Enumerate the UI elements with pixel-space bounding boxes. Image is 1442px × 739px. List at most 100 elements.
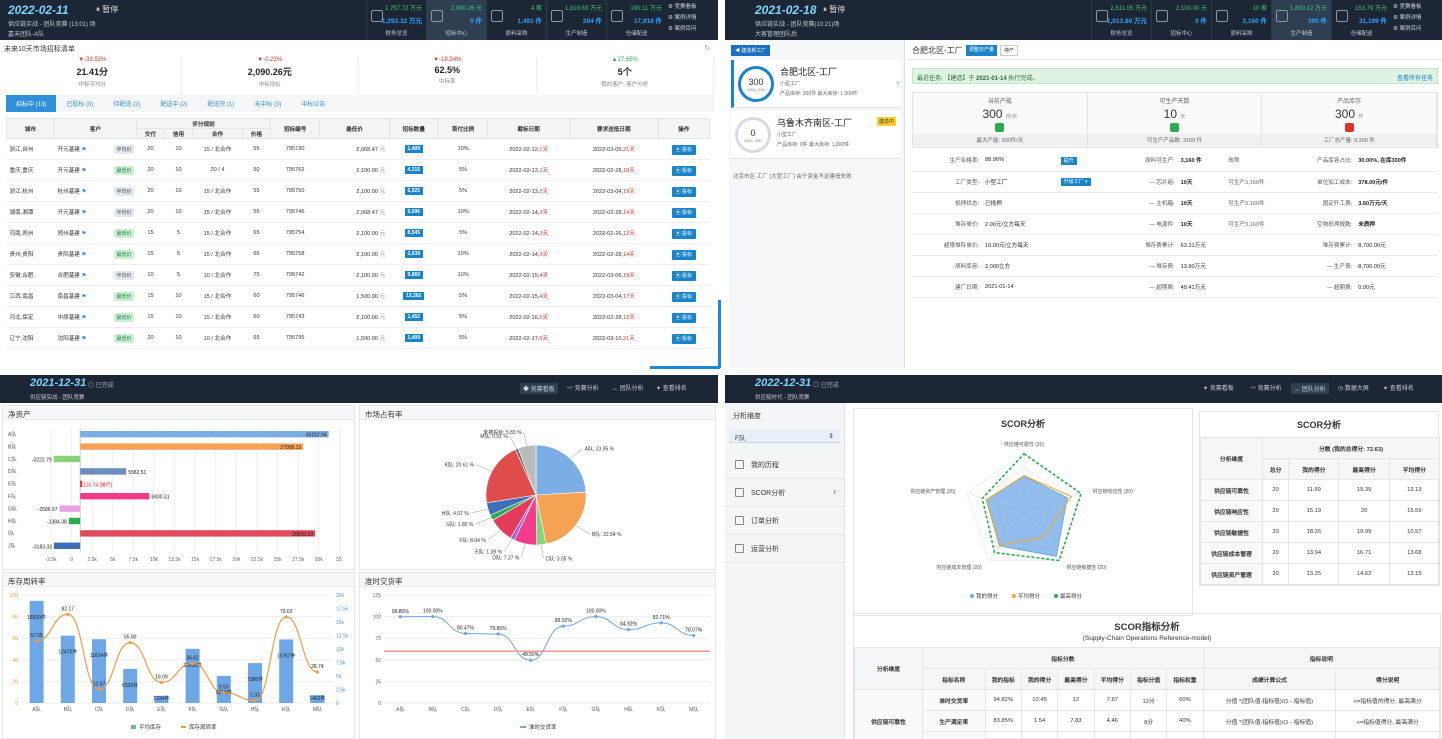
tick-label: 0: [70, 557, 73, 563]
menu-item[interactable]: ⚙ 竞赛看板: [668, 4, 697, 10]
tab-2[interactable]: 待配送 (2): [113, 102, 141, 108]
data-label: -3222.79: [32, 458, 52, 464]
all-tasks-link[interactable]: 查看所有任务: [1396, 76, 1433, 82]
grid-action-button[interactable]: 升级工厂 ▾: [1060, 178, 1091, 186]
line-point: [315, 670, 319, 674]
tab-6[interactable]: 中标公告: [301, 102, 326, 108]
menu-item[interactable]: ⚙ 案例详情: [668, 15, 697, 21]
bid-button[interactable]: ▣ 投标: [671, 228, 696, 239]
kpi-icon: [491, 10, 503, 22]
line-point: [253, 698, 257, 703]
sidebar-item-scor[interactable]: SCOR分析 ›: [725, 479, 844, 507]
tab-1[interactable]: 已投标 (0): [66, 102, 94, 108]
kpi-tile[interactable]: 2,511.05 万元 1,013.80 万元 财务总览: [1091, 0, 1151, 40]
factory-card[interactable]: 300 MAX: 300 合肥北区-工厂 小型工厂 产品库存: 300件 最大库存…: [731, 60, 901, 108]
game-date: 2022-02-11: [8, 3, 69, 17]
pause-button[interactable]: ⏸ 暂停: [96, 5, 119, 14]
bid-button[interactable]: ▣ 投标: [671, 291, 696, 302]
kpi-tile[interactable]: 1,819.63 万元 284 件 生产制造: [546, 0, 606, 40]
nav-dashboard[interactable]: ✦ 竞赛看板: [1203, 386, 1234, 392]
menu-item[interactable]: ⚙ 案例百问: [1393, 26, 1422, 32]
build-factory-button[interactable]: ◀ 建造新工厂: [731, 45, 771, 56]
col-header: 截标日期: [487, 118, 571, 139]
factory-name: 乌鲁木齐南区-工厂: [777, 118, 852, 128]
axis-label: 供应链可靠性 (20): [1004, 441, 1045, 448]
status-badge: 建造中: [877, 117, 897, 126]
tab-5[interactable]: 未中标 (3): [254, 102, 282, 108]
pause-button[interactable]: ⏸ 暂停: [823, 5, 846, 14]
sidebar-item-orders[interactable]: 订单分析: [725, 507, 844, 535]
bid-button[interactable]: ▣ 投标: [671, 207, 696, 218]
table-row: 供应链资产管理 20 13.25 14.62 13.15: [1200, 563, 1441, 585]
nav-team[interactable]: ↔ 团队分析: [1291, 383, 1329, 394]
stat-item: ▲17.65% 5个 我的客户, 客户分析: [537, 57, 714, 93]
bid-button[interactable]: ▣ 投标: [671, 165, 696, 176]
nav-dashboard[interactable]: ◆ 竞赛看板: [520, 383, 558, 394]
bid-button[interactable]: ▣ 投标: [671, 270, 696, 281]
info-row: 原料库容: 2,000立方 — 堆存费: 13.90万元 — 生产费: 8,700.00元: [912, 255, 1438, 277]
nav-ranking[interactable]: ✦ 查看排名: [1383, 386, 1414, 392]
top-bar: 2022-12-31 ◎ 已完成 供应链时代 - 团队竞赛 ✦ 竞赛看板 〰 竞…: [725, 375, 1442, 403]
stat-item: ▼-0.23% 2,090.26元 中标均价: [182, 57, 359, 93]
menu-item[interactable]: ⚙ 案例百问: [668, 26, 697, 32]
kpi-tile[interactable]: 4 家 1,491 件 原料采购: [486, 0, 546, 40]
radar-panel: SCOR分析 供应链可靠性 (20) 供应链响应性 (20) 供应链敏捷性 (20)…: [853, 408, 1193, 616]
nav-analysis[interactable]: 〰 竞赛分析: [567, 386, 599, 392]
stat-item: ▼-33.52% 21.41分 中标平均分: [4, 57, 182, 93]
refresh-icon[interactable]: ↻: [704, 45, 710, 52]
summary-cards: 当前产能 300 件/天 最大产能: 300件/天 可生产天数 10 天 可生产…: [912, 92, 1438, 148]
nav-team[interactable]: ↔ 团队分析: [612, 386, 644, 392]
nav-analysis[interactable]: 〰 竞赛分析: [1250, 386, 1282, 392]
grid-action-button[interactable]: 提升: [1060, 156, 1077, 165]
right-tick: 15k: [336, 620, 345, 626]
factory-card[interactable]: 0 MAX: 300 乌鲁木齐南区-工厂 建造中 小型工厂 产品库存: 0件 最大…: [731, 111, 901, 159]
axis-label: 供应链成本管理 (20): [936, 564, 982, 571]
table-row: 生产满足率 83.85% 1.54 7.83 4.46 8分 40% 分值 *(团队值-指标值…: [855, 710, 1440, 732]
category-label: B队: [429, 706, 437, 713]
bid-button[interactable]: ▣ 投标: [671, 249, 696, 260]
nav-ranking[interactable]: ✦ 查看排名: [656, 386, 687, 392]
kpi-icon: [1216, 10, 1228, 22]
bar: [80, 431, 329, 438]
bar: [185, 648, 200, 703]
sidebar-item-operations[interactable]: 运营分析: [725, 535, 844, 563]
col-subheader: 价格: [242, 128, 271, 139]
kpi-tile[interactable]: 2,090.26 元 0 件 招标中心: [426, 0, 486, 40]
status-label: ◎ 已完成: [88, 383, 114, 389]
data-label: -1384.38: [47, 520, 67, 526]
bid-button[interactable]: ▣ 投标: [671, 333, 696, 344]
y-tick: 75: [375, 636, 381, 642]
kpi-tile[interactable]: 10 家 3,160 件 原料采购: [1211, 0, 1271, 40]
tab-3[interactable]: 配送中 (2): [160, 102, 188, 108]
factory-capacity: 产品库存: 300件 最大库存: 1,000件: [780, 91, 858, 97]
bar: [310, 695, 325, 703]
tab-0[interactable]: 招标中 (13): [6, 95, 57, 112]
team-select[interactable]: F队 ⇕: [729, 429, 840, 443]
table-row: 辽宁,沈阳 沈阳基建 ⚑ 最低价 20 10 10 / 北合作 65 795735 1…: [6, 327, 710, 349]
nav-bigscreen[interactable]: ◷ 数据大屏: [1338, 386, 1369, 392]
adjust-output-button[interactable]: 调整日产量: [966, 45, 998, 56]
category-label: J队: [8, 543, 16, 550]
right-tick: 17.5k: [336, 607, 349, 613]
kpi-tile[interactable]: 1,800.12 万元 300 件 生产制造: [1271, 0, 1331, 40]
bid-button[interactable]: ▣ 投标: [671, 144, 696, 155]
menu-item[interactable]: ⚙ 竞赛看板: [1393, 4, 1422, 10]
kpi-tile[interactable]: 190.11 万元 17,918 件 仓储配送: [606, 0, 666, 40]
kpi-tile[interactable]: 1,757.72 万元 1,293.32 万元 财务总览: [366, 0, 426, 40]
team-label: 大客管理团队后: [755, 32, 798, 38]
inventory-turnover-chart: 0 20 40 60 80 100 0 2.5k 5k 7.5k 10k 12.5k 15k 17.5k 2…: [10, 593, 349, 731]
sidebar-item-history[interactable]: 我的历程: [725, 451, 844, 479]
bid-button[interactable]: ▣ 投标: [671, 186, 696, 197]
stop-production-button[interactable]: 停产: [1000, 45, 1019, 56]
tab-4[interactable]: 配送完 (1): [207, 102, 235, 108]
kpi-tile[interactable]: 153.79 万元 31,199 件 仓储配送: [1331, 0, 1391, 40]
kpi-tile[interactable]: 2,100.00 元 0 件 招标中心: [1151, 0, 1211, 40]
game-date: 2021-02-18: [755, 3, 817, 17]
table-row: 重庆,重庆 开元基建 ⚑ 最低价 20 10 20 / 4 50 795762 2,1…: [6, 159, 710, 181]
bid-button[interactable]: ▣ 投标: [671, 312, 696, 323]
tick-label: 20k: [232, 557, 241, 563]
category-label: G队: [8, 505, 17, 512]
data-label: -3183.33: [32, 544, 52, 550]
menu-item[interactable]: ⚙ 案例详情: [1393, 15, 1422, 21]
kpi-icon: [431, 10, 443, 22]
